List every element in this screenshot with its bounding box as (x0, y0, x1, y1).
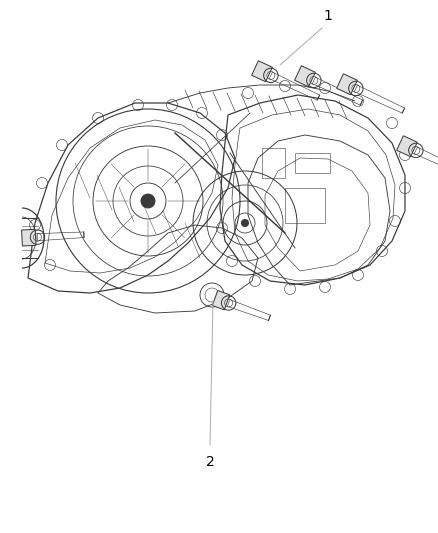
Polygon shape (397, 136, 417, 157)
Circle shape (141, 194, 155, 208)
Polygon shape (295, 66, 315, 87)
Circle shape (241, 219, 249, 227)
Polygon shape (251, 61, 272, 82)
Polygon shape (337, 74, 357, 95)
Polygon shape (21, 229, 36, 246)
Text: 1: 1 (324, 9, 332, 23)
Polygon shape (212, 290, 230, 310)
Text: 2: 2 (205, 455, 214, 469)
